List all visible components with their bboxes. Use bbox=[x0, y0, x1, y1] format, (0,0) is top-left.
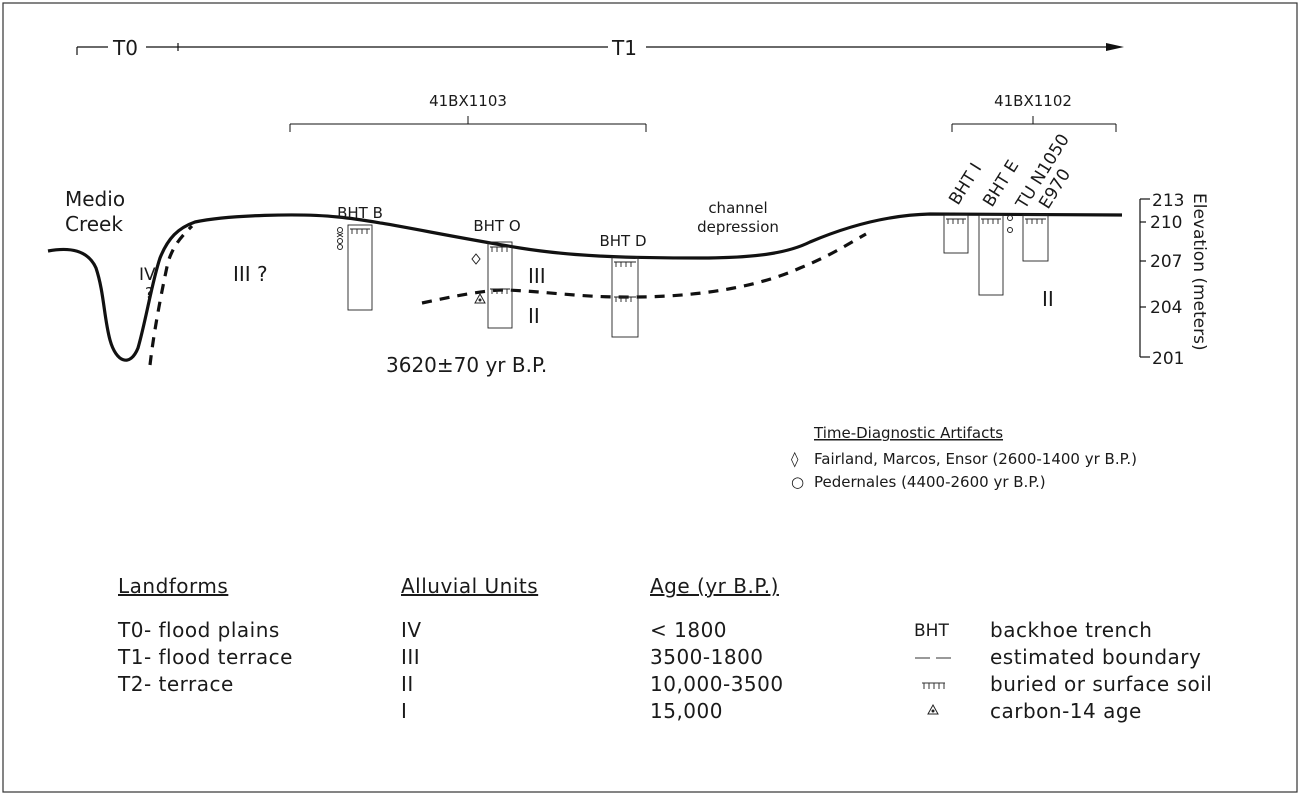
age-unit-iv: < 1800 bbox=[650, 618, 727, 642]
zone-t1-label: T1 bbox=[611, 36, 637, 60]
artifacts-legend: Time-Diagnostic Artifacts ◊ Fairland, Ma… bbox=[791, 424, 1137, 491]
elevation-tick-204: 204 bbox=[1150, 298, 1182, 318]
alluvial-unit-i: I bbox=[401, 699, 407, 723]
alluvial-unit-ii: II bbox=[401, 672, 414, 696]
trench-bht-b-label: BHT B bbox=[337, 204, 383, 222]
unit-iv-question: ? bbox=[145, 284, 153, 302]
unit-ii-label-left: II bbox=[528, 304, 540, 328]
test-unit-n1050-e970: TU N1050 E970 bbox=[1012, 131, 1075, 262]
unit-iv-label: IV bbox=[139, 265, 156, 285]
channel-depression-label-line2: depression bbox=[697, 218, 779, 236]
alluvial-units-header: Alluvial Units bbox=[401, 574, 538, 598]
elevation-tick-210: 210 bbox=[1150, 213, 1182, 233]
landform-t0: T0- flood plains bbox=[117, 618, 280, 642]
key-soil-icon bbox=[922, 682, 945, 689]
artifacts-legend-title: Time-Diagnostic Artifacts bbox=[813, 424, 1003, 442]
artifact-symbol-circle-icon: ○ bbox=[791, 473, 804, 491]
medio-creek-label-line1: Medio bbox=[65, 187, 125, 211]
site-41bx1103-label: 41BX1103 bbox=[429, 92, 507, 110]
age-unit-i: 15,000 bbox=[650, 699, 723, 723]
alluvial-unit-iii: III bbox=[401, 645, 420, 669]
landforms-header: Landforms bbox=[118, 574, 228, 598]
site-bracket-41bx1102: 41BX1102 bbox=[951, 92, 1117, 132]
channel-depression-label-line1: channel bbox=[708, 199, 767, 217]
site-41bx1102-label: 41BX1102 bbox=[994, 92, 1072, 110]
elevation-axis: 213 210 207 204 201 Elevation (meters) bbox=[1139, 191, 1209, 369]
ground-surface-profile bbox=[47, 212, 1123, 362]
alluvial-units-legend: Alluvial Units IV III II I bbox=[401, 574, 538, 723]
landform-zone-arrow: T0 T1 bbox=[76, 36, 1124, 60]
symbol-key-legend: BHT backhoe trench estimated boundary bu… bbox=[914, 618, 1212, 723]
age-unit-iii: 3500-1800 bbox=[650, 645, 764, 669]
unit-iii-uncertain-label: III ? bbox=[233, 262, 268, 286]
trench-bht-d-label: BHT D bbox=[599, 232, 646, 250]
fairland-diamond-icon bbox=[471, 253, 481, 265]
key-backhoe-trench: backhoe trench bbox=[990, 618, 1152, 642]
boundary-line-creek bbox=[148, 224, 194, 366]
pedernales-markers bbox=[336, 227, 344, 250]
age-legend: Age (yr B.P.) < 1800 3500-1800 10,000-35… bbox=[650, 574, 784, 723]
site-bracket-41bx1103: 41BX1103 bbox=[289, 92, 647, 132]
arrow-head-icon bbox=[1106, 43, 1124, 51]
unit-iii-label: III bbox=[528, 264, 546, 288]
alluvial-unit-iv: IV bbox=[401, 618, 422, 642]
trench-bht-b: BHT B bbox=[336, 204, 383, 311]
key-bht-symbol: BHT bbox=[914, 621, 949, 641]
trench-bht-e: BHT E bbox=[978, 157, 1023, 296]
key-estimated-boundary: estimated boundary bbox=[990, 645, 1201, 669]
trench-bht-o: BHT O bbox=[471, 217, 521, 329]
carbon-14-triangle-icon bbox=[474, 292, 486, 304]
elevation-axis-title: Elevation (meters) bbox=[1189, 193, 1209, 351]
trench-bht-o-label: BHT O bbox=[473, 217, 520, 235]
age-unit-ii: 10,000-3500 bbox=[650, 672, 784, 696]
key-carbon-14: carbon-14 age bbox=[990, 699, 1142, 723]
landform-t1: T1- flood terrace bbox=[117, 645, 293, 669]
elevation-tick-207: 207 bbox=[1150, 252, 1182, 272]
artifact-item-fairland: Fairland, Marcos, Ensor (2600-1400 yr B.… bbox=[814, 450, 1137, 468]
elevation-tick-201: 201 bbox=[1152, 349, 1184, 369]
key-soil: buried or surface soil bbox=[990, 672, 1212, 696]
age-header: Age (yr B.P.) bbox=[650, 574, 779, 598]
medio-creek-label-line2: Creek bbox=[65, 212, 123, 236]
artifact-symbol-diamond-icon: ◊ bbox=[791, 450, 799, 468]
trench-bht-d: BHT D bbox=[599, 232, 647, 338]
zone-t0-label: T0 bbox=[112, 36, 138, 60]
landforms-legend: Landforms T0- flood plains T1- flood ter… bbox=[117, 574, 293, 696]
artifact-item-pedernales: Pedernales (4400-2600 yr B.P.) bbox=[814, 473, 1046, 491]
radiocarbon-date-label: 3620±70 yr B.P. bbox=[386, 353, 547, 377]
trench-bht-i: BHT I bbox=[943, 160, 986, 254]
key-carbon-14-icon bbox=[927, 703, 939, 715]
elevation-tick-213: 213 bbox=[1152, 191, 1184, 211]
pedernales-markers-bht-e bbox=[1007, 215, 1013, 233]
unit-ii-label-right: II bbox=[1042, 287, 1054, 311]
landform-t2: T2- terrace bbox=[117, 672, 234, 696]
